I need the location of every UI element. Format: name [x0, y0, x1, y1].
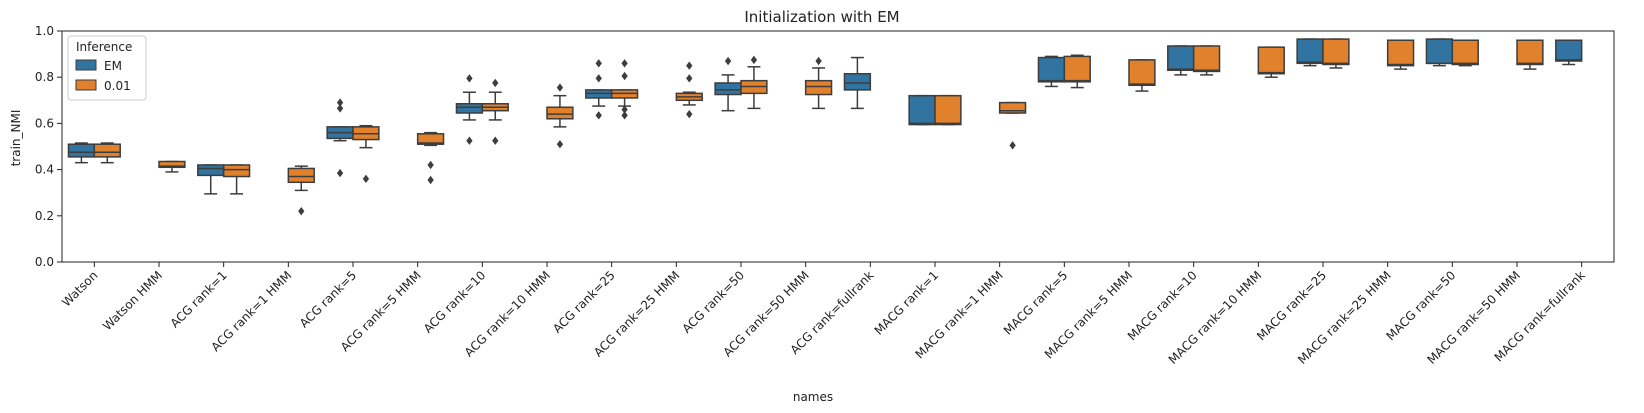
outlier-point — [621, 105, 628, 114]
y-tick-label: 0.2 — [35, 209, 54, 223]
box — [416, 133, 445, 145]
y-tick-label: 0.4 — [35, 163, 54, 177]
x-tick-label: MACG rank=25 — [1254, 268, 1329, 343]
outlier-point — [815, 56, 822, 66]
x-tick-label: Watson — [59, 268, 100, 309]
outlier-point — [595, 74, 602, 83]
outlier-point — [336, 168, 344, 178]
box — [1063, 55, 1091, 83]
outlier-point — [556, 83, 564, 92]
box — [455, 103, 484, 114]
box — [1516, 39, 1544, 66]
outlier-point — [621, 59, 628, 68]
box — [1167, 45, 1195, 72]
box — [1451, 39, 1479, 66]
outlier-point — [466, 74, 473, 83]
x-tick-label: MACG rank=50 — [1383, 268, 1458, 343]
outlier-point — [750, 55, 758, 65]
box — [197, 164, 225, 177]
box — [1322, 38, 1350, 66]
legend-title: Inference — [76, 40, 132, 54]
box — [546, 106, 574, 120]
x-tick-label: MACG rank=5 — [1001, 268, 1071, 338]
x-tick-label: ACG rank=10 — [421, 268, 489, 336]
outlier-point — [556, 139, 564, 149]
box — [1425, 38, 1454, 65]
legend-swatch — [75, 79, 97, 91]
box — [93, 143, 121, 158]
box — [158, 160, 186, 169]
box — [1386, 39, 1415, 67]
legend-entry: 0.01 — [104, 79, 131, 93]
box — [222, 164, 251, 178]
box — [804, 79, 833, 96]
x-tick-label: ACG rank=1 — [168, 268, 230, 330]
x-tick-label: Watson HMM — [100, 268, 165, 333]
outlier-point — [595, 111, 602, 120]
y-tick-label: 0.6 — [35, 116, 54, 130]
outlier-point — [427, 175, 434, 185]
outlier-point — [1009, 141, 1016, 150]
box — [998, 101, 1027, 114]
chart-title: Initialization with EM — [744, 8, 899, 26]
y-axis-label: train_NMI — [9, 110, 23, 167]
outlier-point — [621, 111, 628, 120]
x-axis-label: names — [793, 390, 833, 404]
outlier-point — [362, 174, 370, 184]
y-tick-label: 0.0 — [35, 255, 54, 269]
x-tick-label: ACG rank=5 — [297, 268, 359, 330]
box — [1555, 39, 1583, 62]
box — [714, 82, 742, 96]
box — [843, 72, 872, 91]
outlier-point — [427, 160, 434, 170]
box — [1037, 56, 1066, 83]
outlier-point — [336, 98, 344, 107]
x-tick-label: ACG rank=50 — [679, 268, 747, 336]
box — [908, 94, 936, 126]
outlier-point — [336, 104, 344, 113]
legend: Inference EM 0.01 — [67, 35, 147, 101]
x-tick-label: MACG rank=10 — [1125, 268, 1200, 343]
y-tick-label: 0.8 — [35, 70, 54, 84]
outlier-point — [492, 78, 499, 88]
outlier-point — [686, 61, 693, 70]
outlier-point — [621, 71, 628, 81]
outlier-point — [492, 136, 499, 145]
axes-frame — [61, 30, 1615, 263]
outlier-point — [298, 206, 305, 216]
outlier-point — [466, 136, 473, 145]
box — [934, 94, 962, 126]
legend-swatch — [75, 59, 97, 71]
box — [1296, 38, 1324, 65]
outlier-point — [686, 109, 693, 119]
box — [287, 167, 315, 184]
outlier-point — [595, 59, 602, 68]
box — [1128, 59, 1156, 87]
outlier-point — [724, 56, 732, 66]
y-tick-label: 1.0 — [35, 24, 54, 38]
box — [67, 143, 96, 158]
box — [1257, 46, 1285, 75]
x-tick-label: MACG rank=1 — [872, 268, 942, 338]
legend-entry: EM — [104, 59, 122, 73]
x-tick-label: ACG rank=25 — [550, 268, 618, 336]
outlier-point — [686, 74, 693, 83]
box — [1192, 45, 1221, 73]
